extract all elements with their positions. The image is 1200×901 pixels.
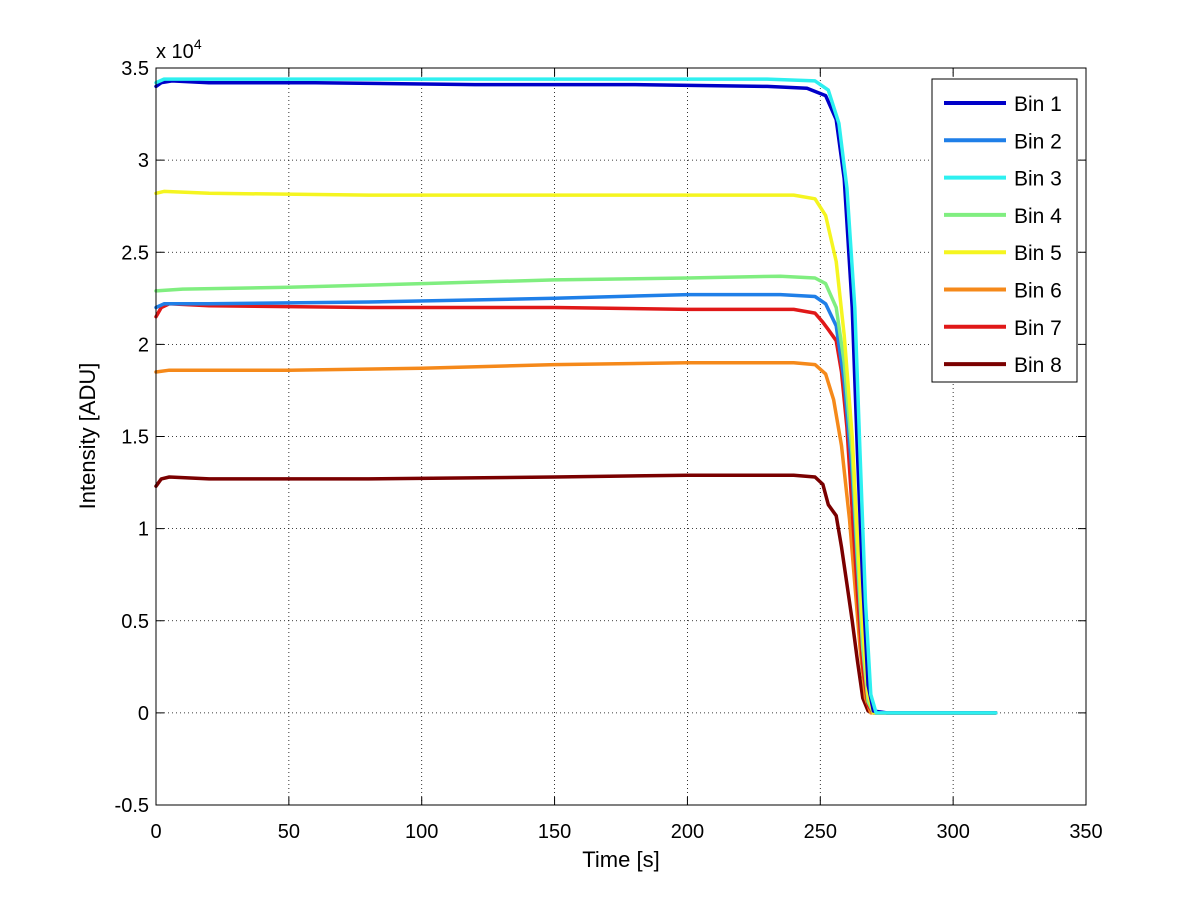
legend-label: Bin 3 [1014,168,1062,191]
y-tick-label: 0.5 [121,611,149,633]
series-line-bin-1 [154,79,998,715]
series-line-bin-3 [154,77,998,715]
legend-label: Bin 2 [1014,130,1062,153]
x-tick-label: 50 [278,821,300,843]
grid-lines [156,68,1086,805]
legend-label: Bin 1 [1014,93,1062,116]
legend-label: Bin 5 [1014,242,1062,265]
y-tick-label: 2.5 [121,242,149,264]
x-tick-label: 350 [1069,821,1102,843]
y-tick-label: 3 [138,150,149,172]
x-tick-label: 150 [538,821,571,843]
y-tick-label: 1 [138,519,149,541]
legend-label: Bin 7 [1014,317,1062,340]
y-tick-label: -0.5 [115,795,149,817]
series-layer [154,77,998,715]
y-tick-label: 2 [138,334,149,356]
series-line-bin-5 [154,189,998,715]
legend-label: Bin 8 [1014,354,1062,377]
x-tick-label: 0 [150,821,161,843]
y-tick-label: 1.5 [121,427,149,449]
y-tick-label: 3.5 [121,58,149,80]
legend-box [931,78,1078,383]
x-tick-label: 250 [804,821,837,843]
x-tick-label: 200 [671,821,704,843]
x-axis-label: Time [s] [582,847,659,872]
x-tick-label: 100 [405,821,438,843]
legend-label: Bin 6 [1014,280,1062,303]
legend-label: Bin 4 [1014,205,1062,228]
y-multiplier: x 104 [156,36,202,63]
y-axis-label: Intensity [ADU] [75,363,100,510]
axis-ticks: 0 50 100 150 200 250 300 350-0.500.511.522.533.… [115,58,1103,843]
y-tick-label: 0 [138,703,149,725]
legend: Bin 1 Bin 2 Bin 3 Bin 4 Bin 5 Bin 6 Bin 7 Bin 8 [931,78,1078,383]
x-tick-label: 300 [936,821,969,843]
series-line-bin-8 [154,473,998,715]
